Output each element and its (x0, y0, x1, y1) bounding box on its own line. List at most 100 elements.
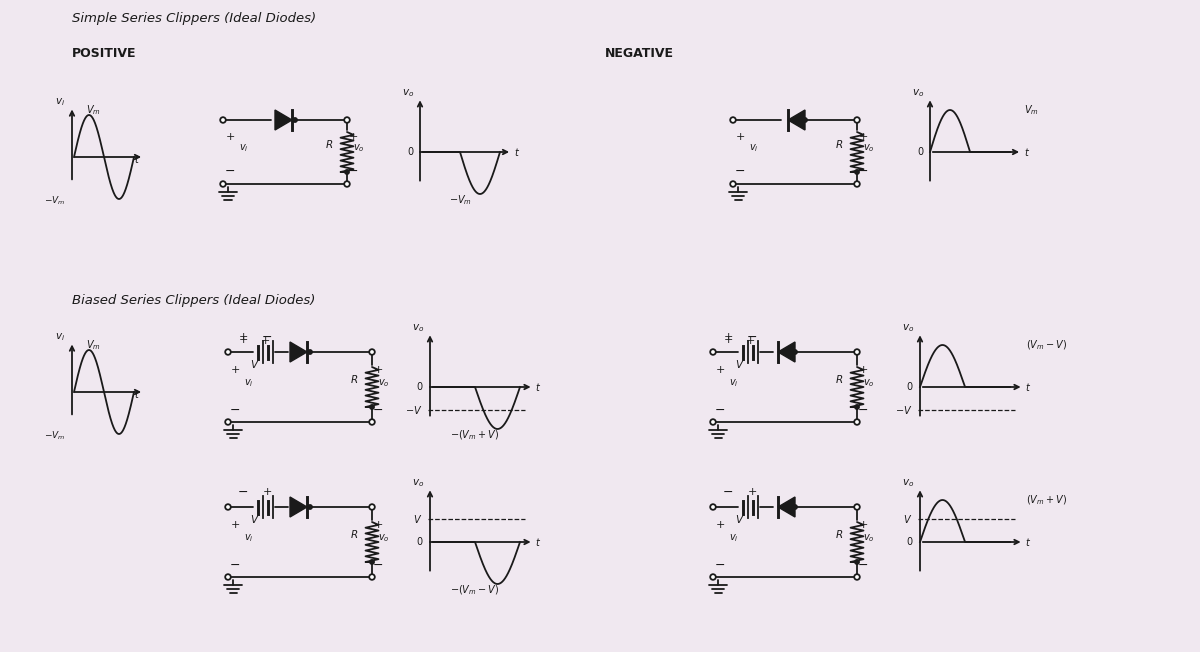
Text: $-$: $-$ (746, 330, 757, 343)
Text: $t$: $t$ (1025, 536, 1032, 548)
Circle shape (344, 170, 349, 174)
Text: $R$: $R$ (350, 528, 359, 540)
Circle shape (370, 349, 374, 355)
Text: +: + (724, 332, 733, 342)
Text: +: + (226, 132, 235, 142)
Circle shape (370, 405, 374, 409)
Text: $t$: $t$ (134, 153, 140, 165)
Text: POSITIVE: POSITIVE (72, 47, 137, 60)
Circle shape (370, 574, 374, 580)
Circle shape (854, 405, 859, 409)
Polygon shape (778, 497, 794, 517)
Text: +: + (373, 365, 383, 375)
Text: $V_m$: $V_m$ (1025, 103, 1039, 117)
Text: $V$: $V$ (413, 513, 422, 525)
Text: $v_o$: $v_o$ (863, 532, 875, 544)
Polygon shape (290, 497, 307, 517)
Text: $t$: $t$ (535, 536, 541, 548)
Circle shape (854, 170, 859, 174)
Text: $-V$: $-V$ (894, 404, 912, 416)
Circle shape (370, 419, 374, 425)
Circle shape (710, 574, 715, 580)
Text: $-V$: $-V$ (404, 404, 422, 416)
Text: $-$: $-$ (238, 485, 248, 498)
Text: +: + (858, 520, 868, 530)
Text: $V$: $V$ (902, 513, 912, 525)
Text: $-$: $-$ (372, 402, 384, 415)
Text: +: + (373, 520, 383, 530)
Text: 0: 0 (416, 382, 422, 392)
Text: +: + (239, 332, 247, 342)
Circle shape (854, 504, 859, 510)
Text: $R$: $R$ (835, 528, 844, 540)
Circle shape (854, 181, 859, 187)
Circle shape (293, 118, 298, 122)
Text: 0: 0 (917, 147, 923, 157)
Text: $t$: $t$ (514, 146, 520, 158)
Text: +: + (239, 335, 247, 345)
Text: $-$: $-$ (262, 330, 272, 343)
Text: $-$: $-$ (224, 164, 235, 177)
Text: $-$: $-$ (858, 402, 869, 415)
Text: $(V_m-V)$: $(V_m-V)$ (1026, 338, 1067, 352)
Text: +: + (715, 365, 725, 375)
Text: $V$: $V$ (250, 513, 260, 525)
Circle shape (710, 504, 715, 510)
Circle shape (307, 350, 312, 354)
Text: +: + (230, 365, 240, 375)
Text: $v_o$: $v_o$ (863, 142, 875, 154)
Text: $v_o$: $v_o$ (912, 87, 924, 99)
Circle shape (370, 560, 374, 564)
Text: $v_o$: $v_o$ (402, 87, 414, 99)
Text: +: + (348, 132, 358, 142)
Circle shape (710, 349, 715, 355)
Text: +: + (230, 520, 240, 530)
Text: $-$: $-$ (372, 557, 384, 570)
Text: 0: 0 (907, 537, 913, 547)
Text: $-$: $-$ (858, 164, 869, 177)
Text: Simple Series Clippers (Ideal Diodes): Simple Series Clippers (Ideal Diodes) (72, 12, 316, 25)
Text: $-V_m$: $-V_m$ (43, 194, 65, 207)
Text: $-V_m$: $-V_m$ (43, 429, 65, 441)
Text: $v_o$: $v_o$ (901, 477, 914, 489)
Text: $v_i$: $v_i$ (244, 532, 253, 544)
Circle shape (730, 181, 736, 187)
Polygon shape (778, 342, 794, 362)
Text: $v_i$: $v_i$ (55, 96, 65, 108)
Text: +: + (736, 132, 745, 142)
Text: Biased Series Clippers (Ideal Diodes): Biased Series Clippers (Ideal Diodes) (72, 294, 316, 307)
Text: $-$: $-$ (229, 557, 240, 570)
Circle shape (344, 117, 350, 123)
Circle shape (854, 419, 859, 425)
Text: +: + (724, 335, 733, 345)
Text: $R$: $R$ (325, 138, 334, 150)
Text: $t$: $t$ (1024, 146, 1030, 158)
Circle shape (854, 560, 859, 564)
Circle shape (226, 574, 230, 580)
Text: $v_o$: $v_o$ (353, 142, 365, 154)
Text: $+$: $+$ (260, 334, 270, 346)
Text: $v_o$: $v_o$ (901, 322, 914, 334)
Text: +: + (858, 365, 868, 375)
Text: $R$: $R$ (350, 373, 359, 385)
Text: +: + (748, 487, 757, 497)
Text: $(V_m+V)$: $(V_m+V)$ (1026, 493, 1067, 507)
Polygon shape (290, 342, 307, 362)
Text: $R$: $R$ (835, 138, 844, 150)
Text: $-$: $-$ (714, 402, 726, 415)
Text: +: + (715, 520, 725, 530)
Text: 0: 0 (407, 147, 413, 157)
Circle shape (221, 117, 226, 123)
Circle shape (221, 181, 226, 187)
Text: $-$: $-$ (714, 557, 726, 570)
Circle shape (710, 419, 715, 425)
Circle shape (854, 349, 859, 355)
Circle shape (226, 504, 230, 510)
Text: $v_i$: $v_i$ (55, 331, 65, 344)
Circle shape (344, 181, 350, 187)
Circle shape (226, 349, 230, 355)
Text: $v_i$: $v_i$ (730, 377, 739, 389)
Text: $-$: $-$ (348, 164, 359, 177)
Text: NEGATIVE: NEGATIVE (605, 47, 674, 60)
Text: $V$: $V$ (250, 358, 260, 370)
